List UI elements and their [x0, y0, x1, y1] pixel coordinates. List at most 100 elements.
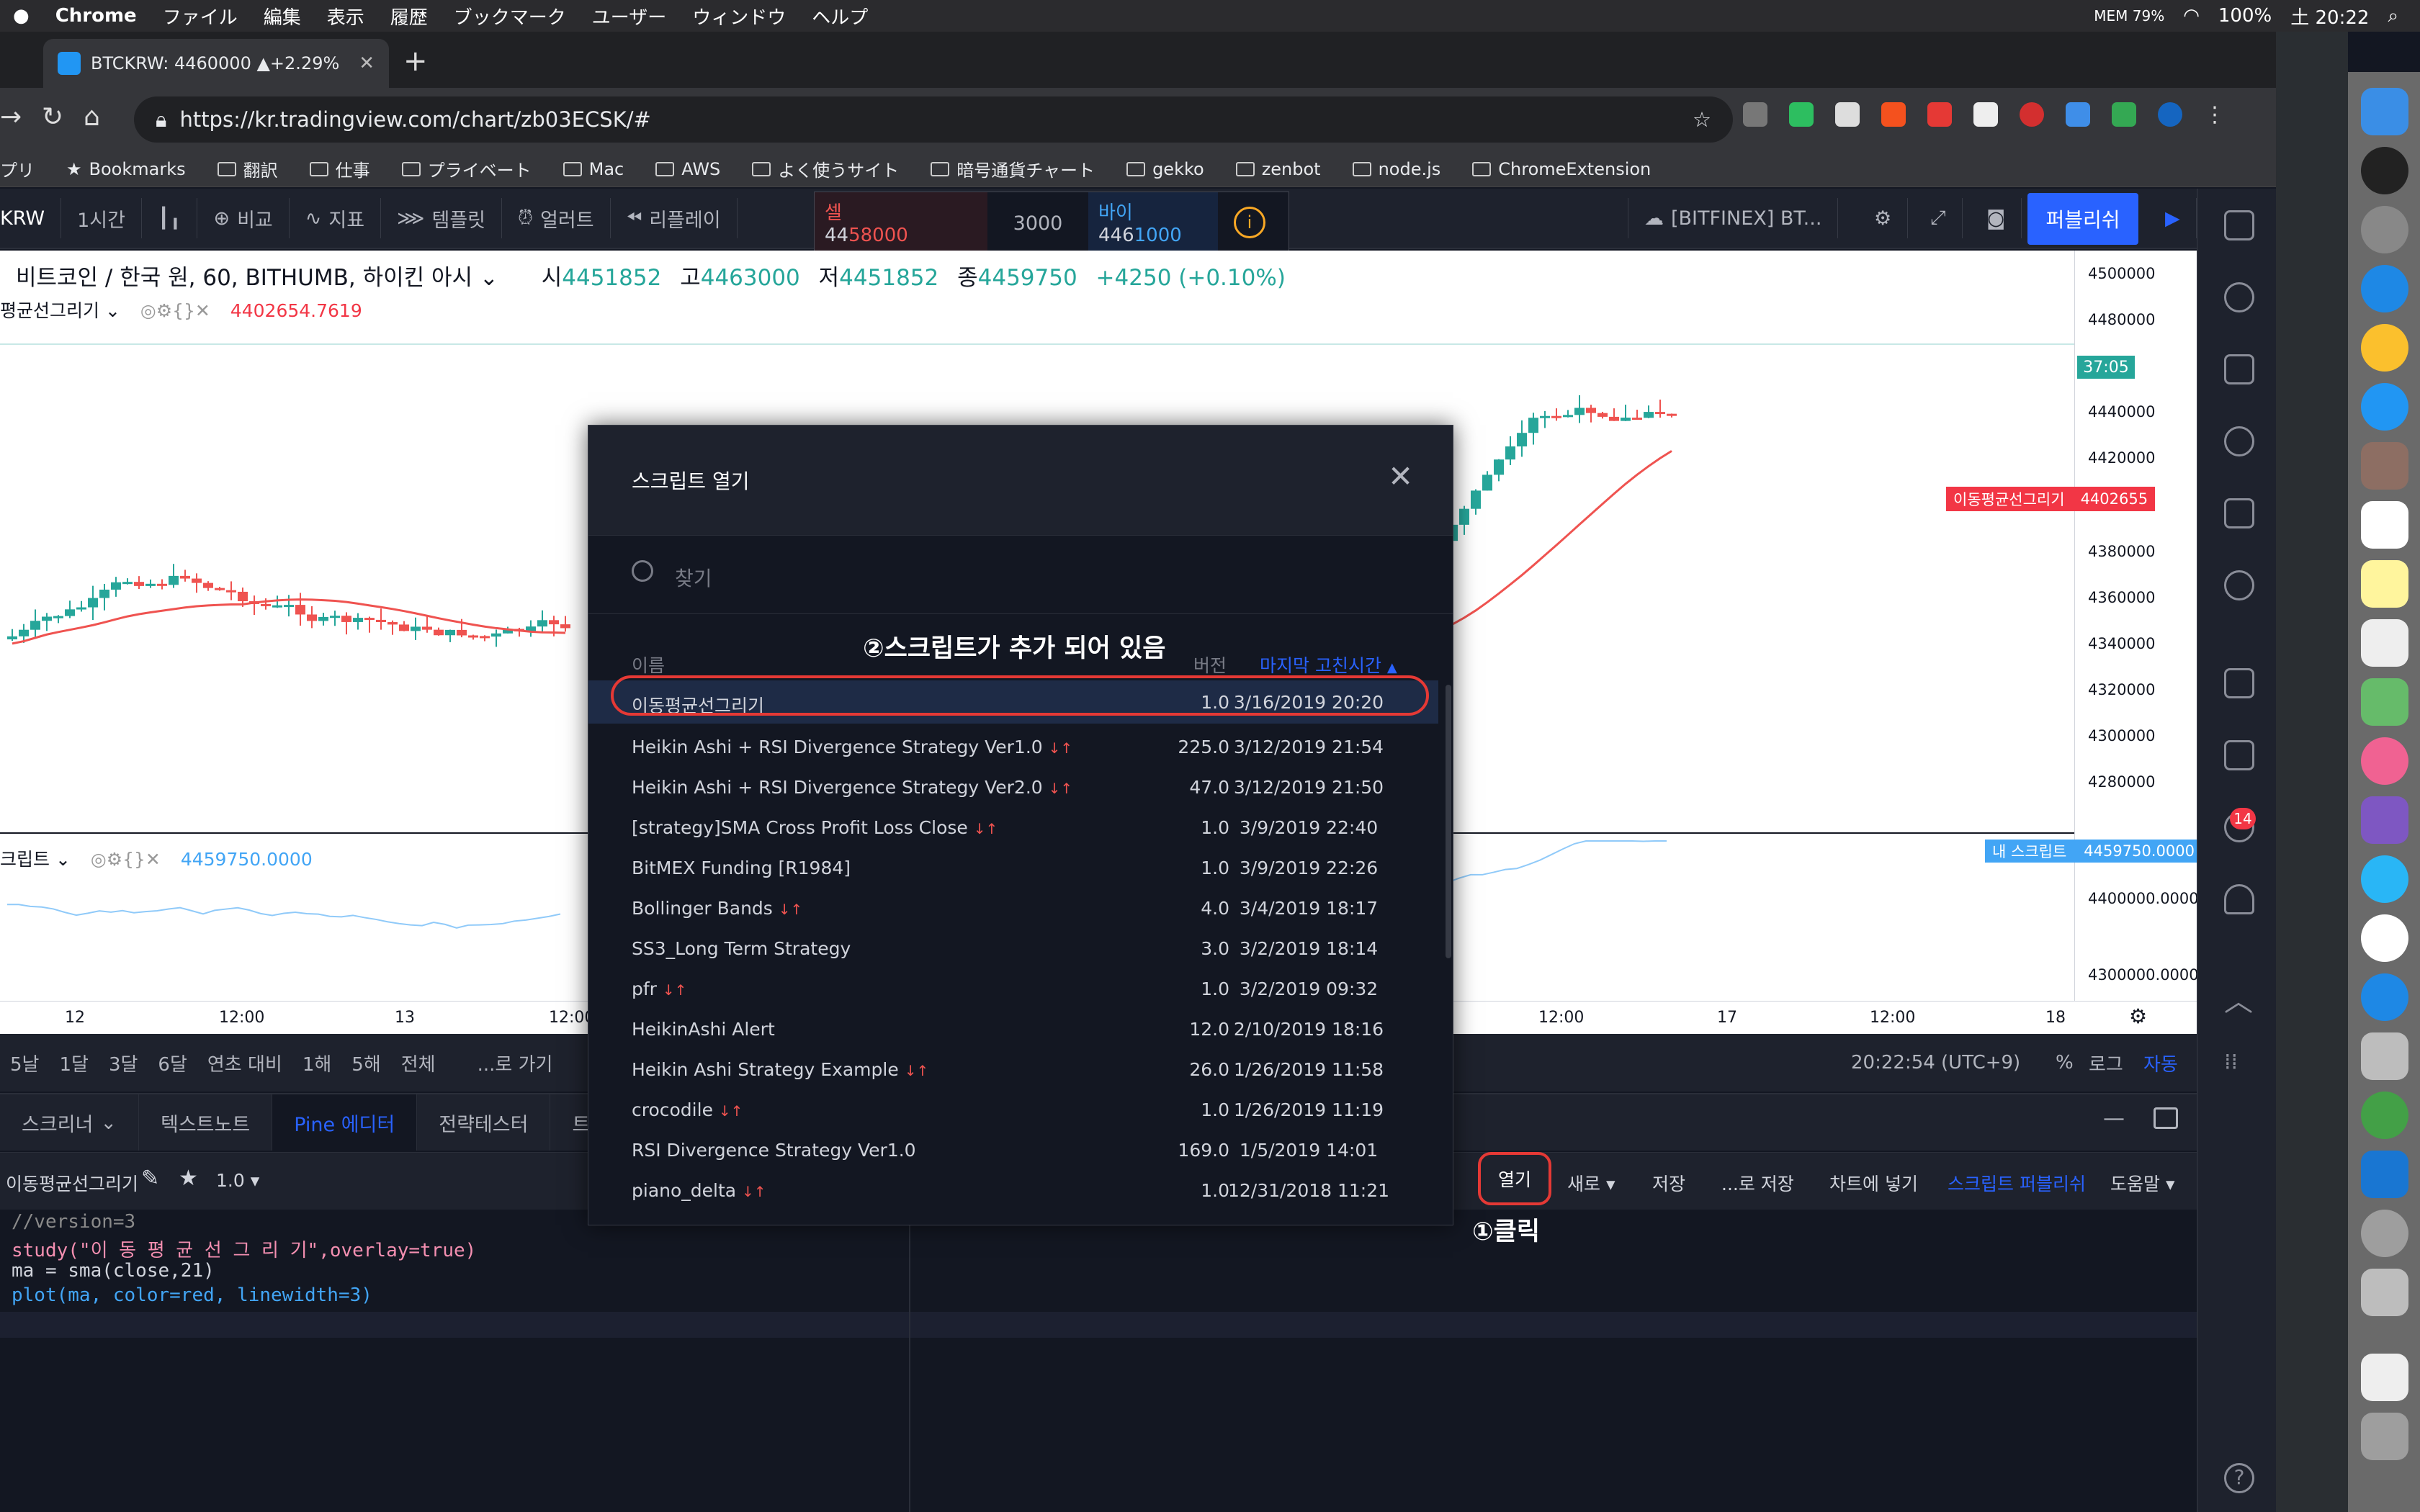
search-icon[interactable]: ⌕: [2388, 4, 2398, 27]
info-icon[interactable]: i: [1234, 207, 1265, 238]
price-scale[interactable]: 4500000 4480000 4440000 4420000 4380000 …: [2074, 251, 2199, 1034]
dots-grid-icon[interactable]: ⁞⁞: [2224, 1050, 2238, 1075]
fullscreen-icon[interactable]: ⤢: [1914, 198, 1963, 238]
menu-help[interactable]: ヘルプ: [812, 6, 869, 29]
range-1y[interactable]: 1해: [302, 1053, 332, 1076]
app-store-icon[interactable]: [2361, 973, 2408, 1021]
script-row[interactable]: HeikinAshi Alert 12.0 2/10/2019 18:16: [588, 1007, 1438, 1050]
compare-button[interactable]: ⊕ 비교: [197, 198, 290, 238]
notification-bell-icon[interactable]: [2224, 884, 2254, 914]
hotlist-icon[interactable]: [2224, 426, 2254, 456]
range-6m[interactable]: 6달: [158, 1053, 187, 1076]
tab-strategy-tester[interactable]: 전략테스터: [417, 1094, 551, 1151]
clock[interactable]: 土 20:22: [2290, 6, 2370, 29]
menu-view[interactable]: 表示: [326, 6, 364, 29]
evernote-icon[interactable]: [1789, 102, 1814, 127]
home-icon[interactable]: ⌂: [84, 102, 100, 132]
launchpad-icon[interactable]: [2361, 206, 2408, 253]
ma-legend-name[interactable]: 평균선그리기: [0, 300, 100, 321]
watchlist-icon[interactable]: [2224, 210, 2254, 240]
column-modified[interactable]: 마지막 고친시간 ▲: [1260, 652, 1397, 678]
minimize-icon[interactable]: —: [2103, 1106, 2125, 1131]
photos-icon[interactable]: [2361, 737, 2408, 785]
script-row[interactable]: Heikin Ashi + RSI Divergence Strategy Ve…: [588, 765, 1438, 809]
indicator-legend-name[interactable]: 크립트: [0, 849, 50, 870]
new-tab-icon[interactable]: +: [403, 45, 428, 78]
menu-user[interactable]: ユーザー: [591, 6, 667, 29]
script-row[interactable]: pfr ↓↑ 1.0 3/2/2019 09:32: [588, 967, 1438, 1010]
atom-icon[interactable]: [2361, 1092, 2408, 1139]
replay-button[interactable]: ⏪︎ 리플레이: [611, 198, 738, 238]
pencil-icon[interactable]: ✎: [141, 1166, 160, 1191]
script-row[interactable]: Heikin Ashi + RSI Divergence Strategy Ve…: [588, 725, 1438, 768]
bookmark-folder[interactable]: プライベート: [386, 156, 547, 181]
bookmark-folder[interactable]: Mac: [547, 159, 640, 179]
script-row[interactable]: piano_delta ↓↑ 1.0 12/31/2018 11:21: [588, 1169, 1438, 1212]
range-5d[interactable]: 5날: [10, 1053, 40, 1076]
collapse-icon[interactable]: ︿: [2224, 985, 2253, 1018]
scrollbar[interactable]: [1446, 685, 1451, 958]
url-bar[interactable]: 🔒︎ https://kr.tradingview.com/chart/zb03…: [134, 96, 1733, 143]
templates-button[interactable]: ⋙ 템플릿: [381, 198, 503, 238]
imovie-icon[interactable]: [2361, 796, 2408, 844]
menu-window[interactable]: ウィンドウ: [692, 6, 786, 29]
menu-history[interactable]: 履歴: [390, 6, 428, 29]
script-row[interactable]: BitMEX Funding [R1984] 1.0 3/9/2019 22:26: [588, 846, 1438, 889]
tab-text-notes[interactable]: 텍스트노트: [139, 1094, 273, 1151]
menu-file[interactable]: ファイル: [162, 6, 238, 29]
candle-type-icon[interactable]: ┃╻: [142, 198, 198, 238]
bookmark-folder[interactable]: 翻訳: [202, 156, 294, 181]
safari-icon[interactable]: [2361, 265, 2408, 312]
range-5y[interactable]: 5해: [351, 1053, 381, 1076]
siri-icon[interactable]: [2361, 147, 2408, 194]
alerts-button[interactable]: ⏰︎ 얼러트: [502, 198, 611, 238]
bookmark-folder[interactable]: 仕事: [294, 156, 386, 181]
bookmark-folder[interactable]: AWS: [640, 159, 736, 179]
legend-controls-icon[interactable]: ◎⚙{}✕: [140, 300, 210, 321]
script-row[interactable]: crocodile ↓↑ 1.0 1/26/2019 11:19: [588, 1088, 1438, 1131]
column-version[interactable]: 버전: [1193, 655, 1227, 676]
document-icon[interactable]: [2361, 1354, 2408, 1401]
battery-text[interactable]: 100%: [2218, 5, 2272, 27]
forward-icon[interactable]: →: [0, 102, 22, 132]
bookmark-bookmarks[interactable]: ★ Bookmarks: [50, 159, 202, 179]
messages-icon[interactable]: [2361, 855, 2408, 903]
time-display[interactable]: 20:22:54 (UTC+9): [1851, 1052, 2021, 1074]
sell-button[interactable]: 셀 4458000: [815, 192, 987, 254]
goto-button[interactable]: ...로 가기: [477, 1053, 553, 1076]
extension-icon[interactable]: [1927, 102, 1952, 127]
wifi-icon[interactable]: ◠: [2183, 5, 2200, 27]
bookmark-apps[interactable]: プリ: [0, 161, 35, 181]
range-1m[interactable]: 1달: [59, 1053, 89, 1076]
image-capture-icon[interactable]: [2361, 1269, 2408, 1316]
mem-indicator[interactable]: MEM 79%: [2094, 7, 2165, 24]
notes-icon[interactable]: [2361, 560, 2408, 608]
script-row[interactable]: SS3_Long Term Strategy 3.0 3/2/2019 18:14: [588, 927, 1438, 970]
column-name[interactable]: 이름: [632, 655, 666, 676]
layout-button[interactable]: ☁ [BITFINEX] BT...: [1628, 198, 1839, 238]
maps-icon[interactable]: [2361, 678, 2408, 726]
calendar-icon[interactable]: [2224, 498, 2254, 528]
music-icon[interactable]: [2361, 914, 2408, 962]
chat-icon[interactable]: [2224, 668, 2254, 698]
bookmark-folder[interactable]: zenbot: [1220, 159, 1337, 179]
chrome-menu-icon[interactable]: ⋮: [2204, 102, 2226, 127]
finder-icon[interactable]: [2361, 88, 2408, 135]
code-editor[interactable]: //version=3 study("이 동 평 균 선 그 리 기",over…: [0, 1210, 2197, 1512]
script-row[interactable]: Heikin Ashi Strategy Example ↓↑ 26.0 1/26/…: [588, 1048, 1438, 1091]
settings-icon[interactable]: ⚙: [1858, 198, 1909, 238]
range-ytd[interactable]: 연초 대비: [207, 1053, 282, 1076]
contacts-icon[interactable]: [2361, 442, 2408, 490]
trash-icon[interactable]: [2361, 1413, 2408, 1460]
symbol-search[interactable]: KRW: [0, 198, 62, 238]
buy-button[interactable]: 바이 4461000: [1088, 192, 1218, 254]
legend-controls-icon[interactable]: ◎⚙{}✕: [90, 849, 161, 870]
percent-toggle[interactable]: %: [2056, 1052, 2074, 1074]
extension-icon[interactable]: [1973, 102, 1998, 127]
script-row[interactable]: Bollinger Bands ↓↑ 4.0 3/4/2019 18:17: [588, 886, 1438, 930]
maximize-icon[interactable]: [2154, 1107, 2178, 1129]
comment-icon[interactable]: [2224, 740, 2254, 770]
vscode-icon[interactable]: [2361, 1151, 2408, 1198]
bookmark-folder[interactable]: 暗号通貨チャート: [915, 156, 1111, 181]
save-button[interactable]: 저장: [1652, 1174, 1686, 1194]
